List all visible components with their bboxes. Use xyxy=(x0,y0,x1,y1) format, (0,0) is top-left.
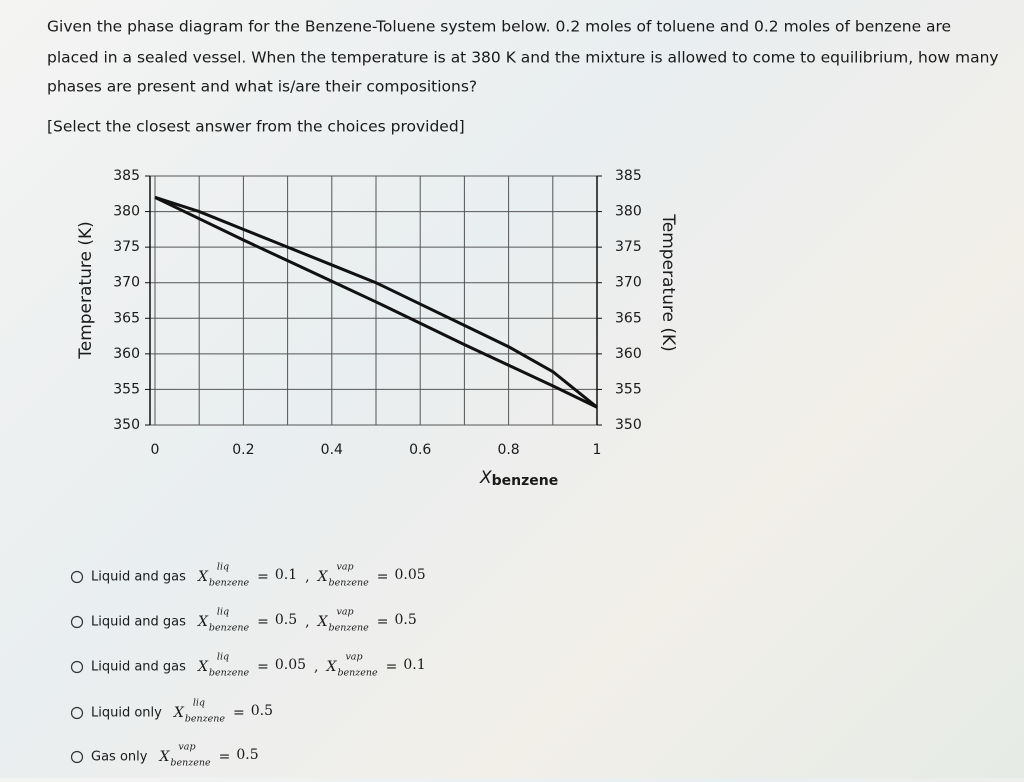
phase-curve xyxy=(154,195,598,409)
math-relation: = xyxy=(377,569,389,585)
radio-button xyxy=(70,750,84,764)
y2-tick-label: 355 xyxy=(615,381,642,397)
math-sup: vap xyxy=(337,562,354,573)
math-symbol: X xyxy=(197,659,209,675)
math-value: 0.5 xyxy=(251,703,273,719)
math-value: 0.5 xyxy=(275,612,297,628)
math-sub: benzene xyxy=(209,578,250,589)
x-tick-label: 0.4 xyxy=(321,442,343,458)
math-sub: benzene xyxy=(329,623,370,634)
question-line: phases are present and what is/are their… xyxy=(47,78,477,96)
x-axis-label: Xbenzene xyxy=(479,468,558,489)
math-sup: vap xyxy=(337,607,354,618)
x-label-symbol: X xyxy=(479,468,492,488)
option-label: Liquid and gas xyxy=(91,660,186,675)
math-symbol: X xyxy=(197,614,209,630)
math-sub: benzene xyxy=(209,668,250,679)
x-tick-label: 0 xyxy=(151,442,160,458)
math-symbol: X xyxy=(197,569,209,585)
y2-tick-label: 350 xyxy=(615,417,642,433)
y-tick-label: 380 xyxy=(113,204,140,220)
math-relation: = xyxy=(257,569,269,585)
math-sup: liq xyxy=(217,607,229,618)
x-tick-label: 1 xyxy=(593,442,602,458)
math-value: 0.5 xyxy=(236,747,258,763)
math-symbol: X xyxy=(317,614,329,630)
x-tick-label: 0.8 xyxy=(497,442,519,458)
option-label: Gas only xyxy=(91,750,148,765)
math-value: 0.05 xyxy=(394,567,425,583)
option-label: Liquid only xyxy=(91,706,162,721)
y2-tick-label: 380 xyxy=(615,204,642,220)
math-symbol: X xyxy=(158,749,170,765)
y-tick-label: 365 xyxy=(113,310,140,326)
math-symbol: X xyxy=(173,705,185,721)
math-relation: = xyxy=(233,705,245,721)
math-relation: = xyxy=(377,614,389,630)
y2-tick-label: 365 xyxy=(615,310,642,326)
instruction: [Select the closest answer from the choi… xyxy=(47,118,465,136)
phase-curve xyxy=(154,195,598,409)
x-tick-label: 0.2 xyxy=(232,442,254,458)
y2-tick-label: 360 xyxy=(615,346,642,362)
y-tick-label: 355 xyxy=(113,381,140,397)
question-line: placed in a sealed vessel. When the temp… xyxy=(47,49,999,67)
math-sub: benzene xyxy=(337,668,378,679)
option-label: Liquid and gas xyxy=(91,570,186,585)
math-value: 0.05 xyxy=(275,657,306,673)
math-relation: = xyxy=(386,659,398,675)
radio-button xyxy=(70,706,84,720)
y2-tick-label: 375 xyxy=(615,239,642,255)
math-separator: , xyxy=(305,569,309,585)
y-tick-label: 350 xyxy=(113,417,140,433)
radio-button xyxy=(70,615,84,629)
math-relation: = xyxy=(219,749,231,765)
math-sub: benzene xyxy=(329,578,370,589)
y-tick-label: 360 xyxy=(113,346,140,362)
radio-button xyxy=(70,570,84,584)
y-tick-label: 370 xyxy=(113,275,140,291)
math-sup: vap xyxy=(178,742,195,753)
math-sup: liq xyxy=(217,652,229,663)
math-separator: , xyxy=(305,614,309,630)
option-label: Liquid and gas xyxy=(91,615,186,630)
x-tick-label: 0.6 xyxy=(409,442,431,458)
math-sup: vap xyxy=(345,652,362,663)
math-sub: benzene xyxy=(170,758,211,769)
y-tick-label: 385 xyxy=(113,168,140,184)
math-sub: benzene xyxy=(185,714,226,725)
math-value: 0.1 xyxy=(275,567,297,583)
question-line: Given the phase diagram for the Benzene-… xyxy=(47,18,951,36)
math-sup: liq xyxy=(193,698,205,709)
y-axis-label: Temperature (K) xyxy=(76,221,96,360)
math-sub: benzene xyxy=(209,623,250,634)
math-relation: = xyxy=(257,659,269,675)
math-sup: liq xyxy=(217,562,229,573)
radio-button xyxy=(70,660,84,674)
math-value: 0.1 xyxy=(403,657,425,673)
math-separator: , xyxy=(314,659,318,675)
math-value: 0.5 xyxy=(394,612,416,628)
y-tick-label: 375 xyxy=(113,239,140,255)
x-label-sub: benzene xyxy=(492,473,559,489)
math-relation: = xyxy=(257,614,269,630)
math-symbol: X xyxy=(317,569,329,585)
y2-axis-label: Temperature (K) xyxy=(658,213,678,352)
y2-tick-label: 370 xyxy=(615,275,642,291)
y2-tick-label: 385 xyxy=(615,168,642,184)
math-symbol: X xyxy=(325,659,337,675)
